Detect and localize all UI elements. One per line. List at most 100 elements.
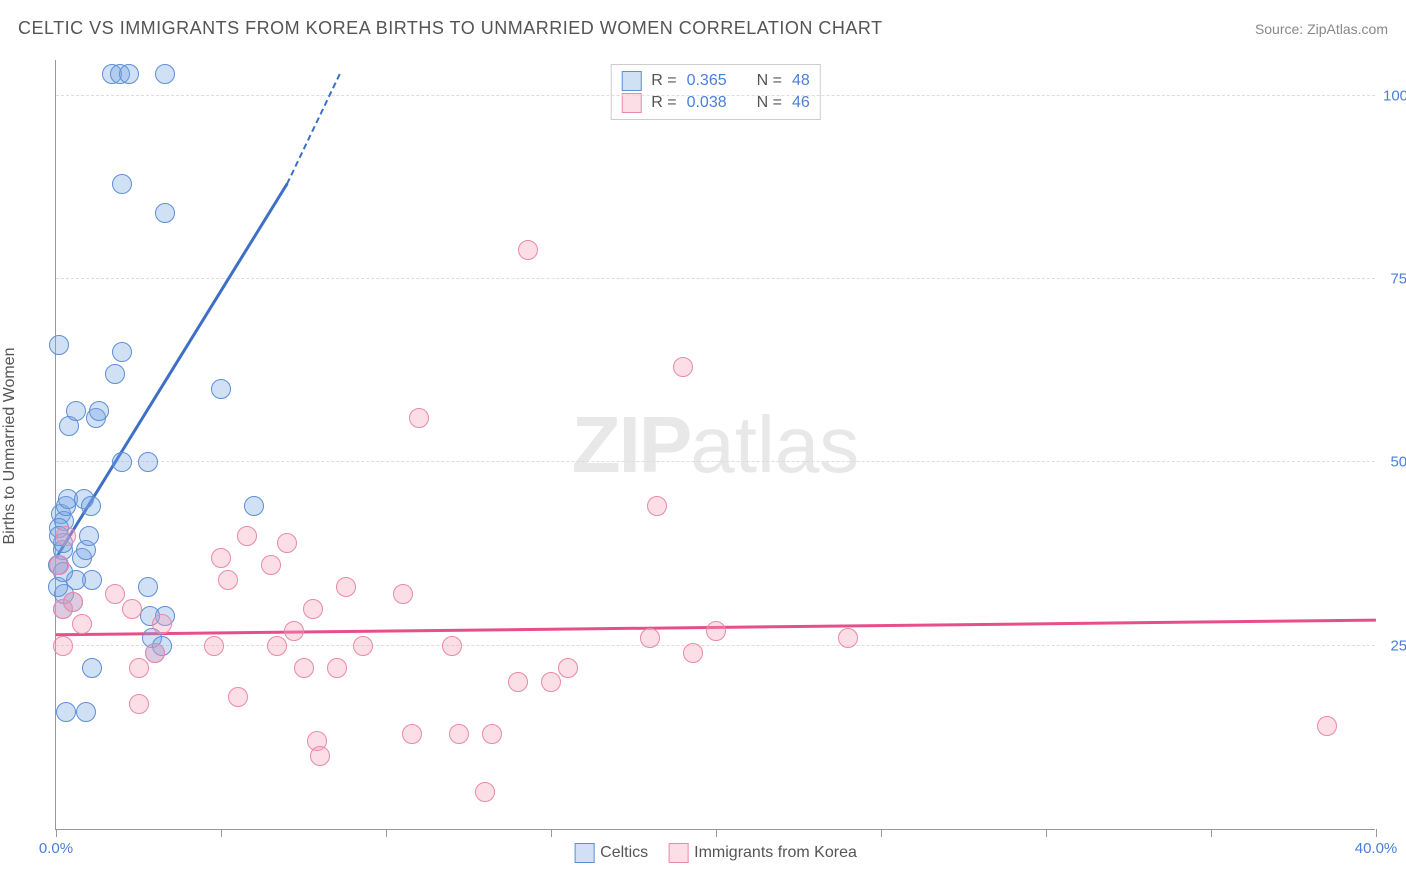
data-marker — [277, 533, 297, 553]
data-marker — [1317, 716, 1337, 736]
ytick-label: 25.0% — [1383, 637, 1406, 654]
yaxis-label: Births to Unmarried Women — [1, 347, 19, 544]
data-marker — [267, 636, 287, 656]
data-marker — [261, 555, 281, 575]
data-marker — [155, 64, 175, 84]
data-marker — [138, 577, 158, 597]
data-marker — [66, 401, 86, 421]
watermark-rest: atlas — [690, 400, 859, 489]
data-marker — [336, 577, 356, 597]
data-marker — [49, 335, 69, 355]
data-marker — [640, 628, 660, 648]
data-marker — [558, 658, 578, 678]
data-marker — [442, 636, 462, 656]
data-marker — [152, 614, 172, 634]
data-marker — [518, 240, 538, 260]
legend-swatch-icon — [574, 843, 594, 863]
xtick — [716, 829, 717, 837]
watermark-bold: ZIP — [572, 400, 690, 489]
xtick — [1211, 829, 1212, 837]
source-label: Source: ZipAtlas.com — [1255, 21, 1388, 37]
chart-title: CELTIC VS IMMIGRANTS FROM KOREA BIRTHS T… — [18, 18, 883, 39]
data-marker — [211, 379, 231, 399]
legend-n-label: N = — [757, 94, 782, 112]
data-marker — [541, 672, 561, 692]
data-marker — [482, 724, 502, 744]
legend-series-label: Celtics — [600, 844, 648, 861]
data-marker — [112, 452, 132, 472]
watermark: ZIPatlas — [572, 399, 859, 491]
data-marker — [237, 526, 257, 546]
legend-stats: R = 0.365 N = 48 R = 0.038 N = 46 — [610, 64, 821, 120]
scatter-plot: ZIPatlas R = 0.365 N = 48 R = 0.038 N = … — [55, 60, 1375, 830]
data-marker — [244, 496, 264, 516]
data-marker — [138, 452, 158, 472]
data-marker — [112, 342, 132, 362]
legend-item: Immigrants from Korea — [668, 843, 857, 863]
gridline — [56, 461, 1375, 462]
data-marker — [56, 702, 76, 722]
xtick-label: 40.0% — [1355, 840, 1398, 857]
data-marker — [81, 496, 101, 516]
data-marker — [228, 687, 248, 707]
data-marker — [475, 782, 495, 802]
data-marker — [673, 357, 693, 377]
data-marker — [155, 203, 175, 223]
xtick-label: 0.0% — [39, 840, 73, 857]
data-marker — [49, 555, 69, 575]
legend-swatch-icon — [621, 93, 641, 113]
data-marker — [508, 672, 528, 692]
legend-swatch-icon — [668, 843, 688, 863]
xtick — [551, 829, 552, 837]
data-marker — [706, 621, 726, 641]
data-marker — [204, 636, 224, 656]
legend-swatch-icon — [621, 71, 641, 91]
data-marker — [683, 643, 703, 663]
ytick-label: 50.0% — [1383, 454, 1406, 471]
data-marker — [310, 746, 330, 766]
gridline — [56, 278, 1375, 279]
legend-n-label: N = — [757, 72, 782, 90]
ytick-label: 100.0% — [1383, 87, 1406, 104]
legend-r-label: R = — [651, 94, 676, 112]
legend-series-label: Immigrants from Korea — [694, 844, 857, 861]
data-marker — [56, 526, 76, 546]
legend-stats-row: R = 0.038 N = 46 — [621, 93, 810, 113]
trend-line-dashed — [286, 73, 341, 184]
data-marker — [211, 548, 231, 568]
data-marker — [129, 658, 149, 678]
legend-r-label: R = — [651, 72, 676, 90]
xtick — [1046, 829, 1047, 837]
legend-n-value: 48 — [792, 72, 810, 90]
xtick — [1376, 829, 1377, 837]
ytick-label: 75.0% — [1383, 271, 1406, 288]
data-marker — [112, 174, 132, 194]
data-marker — [53, 636, 73, 656]
data-marker — [129, 694, 149, 714]
data-marker — [76, 702, 96, 722]
data-marker — [409, 408, 429, 428]
data-marker — [82, 658, 102, 678]
data-marker — [145, 643, 165, 663]
legend-stats-row: R = 0.365 N = 48 — [621, 71, 810, 91]
data-marker — [284, 621, 304, 641]
legend-series: Celtics Immigrants from Korea — [574, 843, 857, 863]
legend-n-value: 46 — [792, 94, 810, 112]
legend-r-value: 0.038 — [687, 94, 727, 112]
gridline — [56, 645, 1375, 646]
xtick — [56, 829, 57, 837]
legend-item: Celtics — [574, 843, 648, 863]
data-marker — [294, 658, 314, 678]
data-marker — [327, 658, 347, 678]
data-marker — [647, 496, 667, 516]
data-marker — [105, 364, 125, 384]
data-marker — [838, 628, 858, 648]
data-marker — [402, 724, 422, 744]
data-marker — [72, 614, 92, 634]
data-marker — [89, 401, 109, 421]
data-marker — [449, 724, 469, 744]
xtick — [881, 829, 882, 837]
data-marker — [353, 636, 373, 656]
data-marker — [119, 64, 139, 84]
data-marker — [122, 599, 142, 619]
